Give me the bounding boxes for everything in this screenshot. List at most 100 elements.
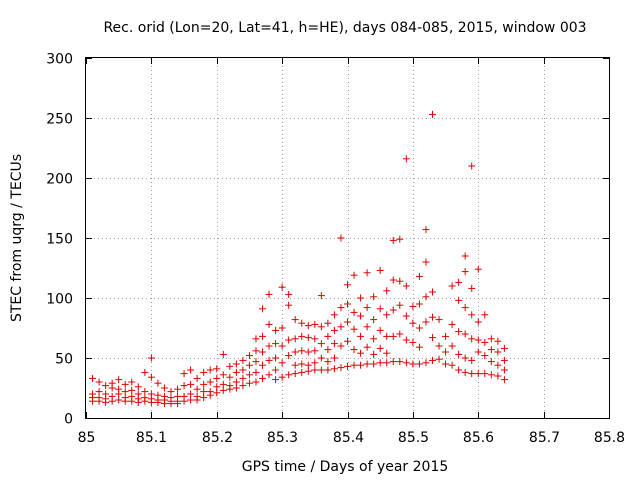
- data-point: [291, 348, 299, 356]
- data-point: [252, 378, 260, 386]
- data-point: [213, 389, 221, 397]
- data-point: [180, 370, 188, 378]
- data-point: [428, 334, 436, 342]
- data-point: [330, 340, 338, 348]
- data-point: [147, 354, 155, 362]
- data-point: [154, 398, 162, 406]
- data-point: [350, 361, 358, 369]
- data-point: [298, 332, 306, 340]
- data-point: [317, 366, 325, 374]
- data-point: [448, 342, 456, 350]
- data-point: [108, 384, 116, 392]
- data-point: [89, 374, 97, 382]
- data-point: [317, 292, 325, 300]
- data-point: [461, 268, 469, 276]
- data-point: [285, 352, 293, 360]
- data-point: [389, 236, 397, 244]
- data-point: [304, 367, 312, 375]
- data-point: [422, 318, 430, 326]
- data-point: [187, 366, 195, 374]
- data-point: [304, 348, 312, 356]
- data-point: [239, 356, 247, 364]
- data-point: [428, 288, 436, 296]
- data-point: [278, 342, 286, 350]
- data-point: [285, 371, 293, 379]
- data-point: [232, 378, 240, 386]
- data-point: [396, 358, 404, 366]
- data-point: [245, 352, 253, 360]
- data-point: [121, 380, 129, 388]
- data-point: [330, 311, 338, 319]
- data-point: [141, 397, 149, 405]
- data-point: [383, 349, 391, 357]
- data-point: [402, 155, 410, 163]
- data-point: [226, 373, 234, 381]
- data-point: [298, 368, 306, 376]
- data-point: [298, 319, 306, 327]
- data-point: [474, 370, 482, 378]
- data-point: [206, 366, 214, 374]
- data-point: [108, 397, 116, 405]
- data-point: [167, 400, 175, 408]
- x-tick-label: 85.4: [333, 430, 364, 446]
- data-point: [383, 332, 391, 340]
- data-point: [128, 386, 136, 394]
- data-point: [245, 379, 253, 387]
- data-point: [357, 312, 365, 320]
- data-point: [422, 359, 430, 367]
- data-point: [415, 343, 423, 351]
- data-point: [291, 370, 299, 378]
- data-point: [330, 354, 338, 362]
- data-point: [409, 338, 417, 346]
- data-point: [121, 388, 129, 396]
- data-point: [272, 340, 280, 348]
- data-point: [481, 370, 489, 378]
- data-point: [363, 343, 371, 351]
- data-point: [422, 258, 430, 266]
- data-point: [350, 346, 358, 354]
- data-point: [291, 335, 299, 343]
- data-point: [311, 359, 319, 367]
- data-point: [304, 334, 312, 342]
- data-point: [350, 271, 358, 279]
- data-point: [206, 391, 214, 399]
- x-tick-label: 85.5: [398, 430, 429, 446]
- data-point: [324, 358, 332, 366]
- data-point: [389, 306, 397, 314]
- data-point: [500, 366, 508, 374]
- data-point: [213, 374, 221, 382]
- data-point: [324, 366, 332, 374]
- data-point: [147, 373, 155, 381]
- data-point: [252, 347, 260, 355]
- data-point: [193, 385, 201, 393]
- data-point: [317, 323, 325, 331]
- data-point: [461, 354, 469, 362]
- y-tick-label: 250: [46, 112, 73, 128]
- data-point: [376, 359, 384, 367]
- data-point: [396, 301, 404, 309]
- data-point: [272, 326, 280, 334]
- data-point: [487, 371, 495, 379]
- data-point: [311, 320, 319, 328]
- data-point: [180, 397, 188, 405]
- data-point: [363, 323, 371, 331]
- y-tick-label: 300: [46, 52, 73, 68]
- data-point: [245, 371, 253, 379]
- data-point: [265, 320, 273, 328]
- data-point: [487, 346, 495, 354]
- data-point: [317, 354, 325, 362]
- data-point: [337, 323, 345, 331]
- data-point: [232, 360, 240, 368]
- data-point: [232, 384, 240, 392]
- data-point: [167, 388, 175, 396]
- data-point: [468, 162, 476, 170]
- data-point: [200, 380, 208, 388]
- data-point: [455, 366, 463, 374]
- data-point: [141, 368, 149, 376]
- data-point: [330, 365, 338, 373]
- data-point: [487, 335, 495, 343]
- data-point: [272, 376, 280, 384]
- data-point: [357, 349, 365, 357]
- data-point: [428, 313, 436, 321]
- data-point: [115, 396, 123, 404]
